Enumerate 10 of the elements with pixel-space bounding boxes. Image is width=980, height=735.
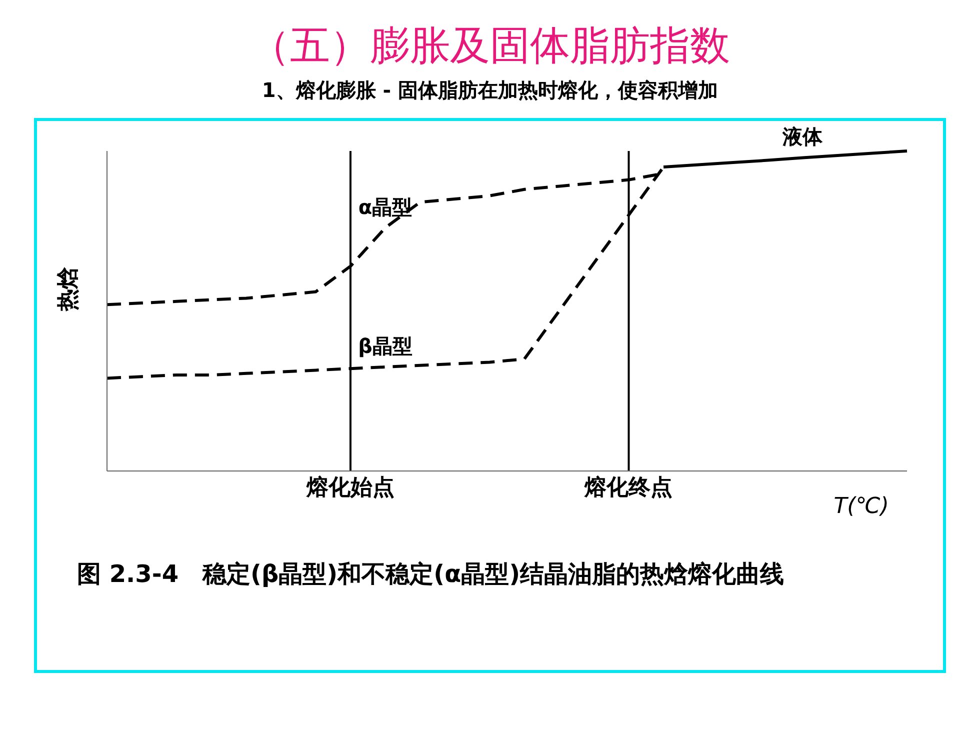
chart-subtitle: 1、熔化膨胀 - 固体脂肪在加热时熔化，使容积增加 [260, 77, 720, 104]
y-axis-title: 热焓 [56, 266, 81, 312]
series-label: β晶型 [358, 334, 412, 358]
x-axis-title: T(℃) [834, 494, 889, 519]
chart-title: （五）膨胀及固体脂肪指数 [249, 22, 731, 71]
series-label: α晶型 [358, 194, 412, 219]
series-label: 液体 [782, 124, 824, 149]
caption: 图 2.3-4 稳定(β晶型)和不稳定(α晶型)结晶油脂的热焓熔化曲线 [77, 559, 786, 590]
x-tick-label: 熔化终点 [584, 474, 673, 501]
x-tick-label: 熔化始点 [305, 474, 394, 501]
